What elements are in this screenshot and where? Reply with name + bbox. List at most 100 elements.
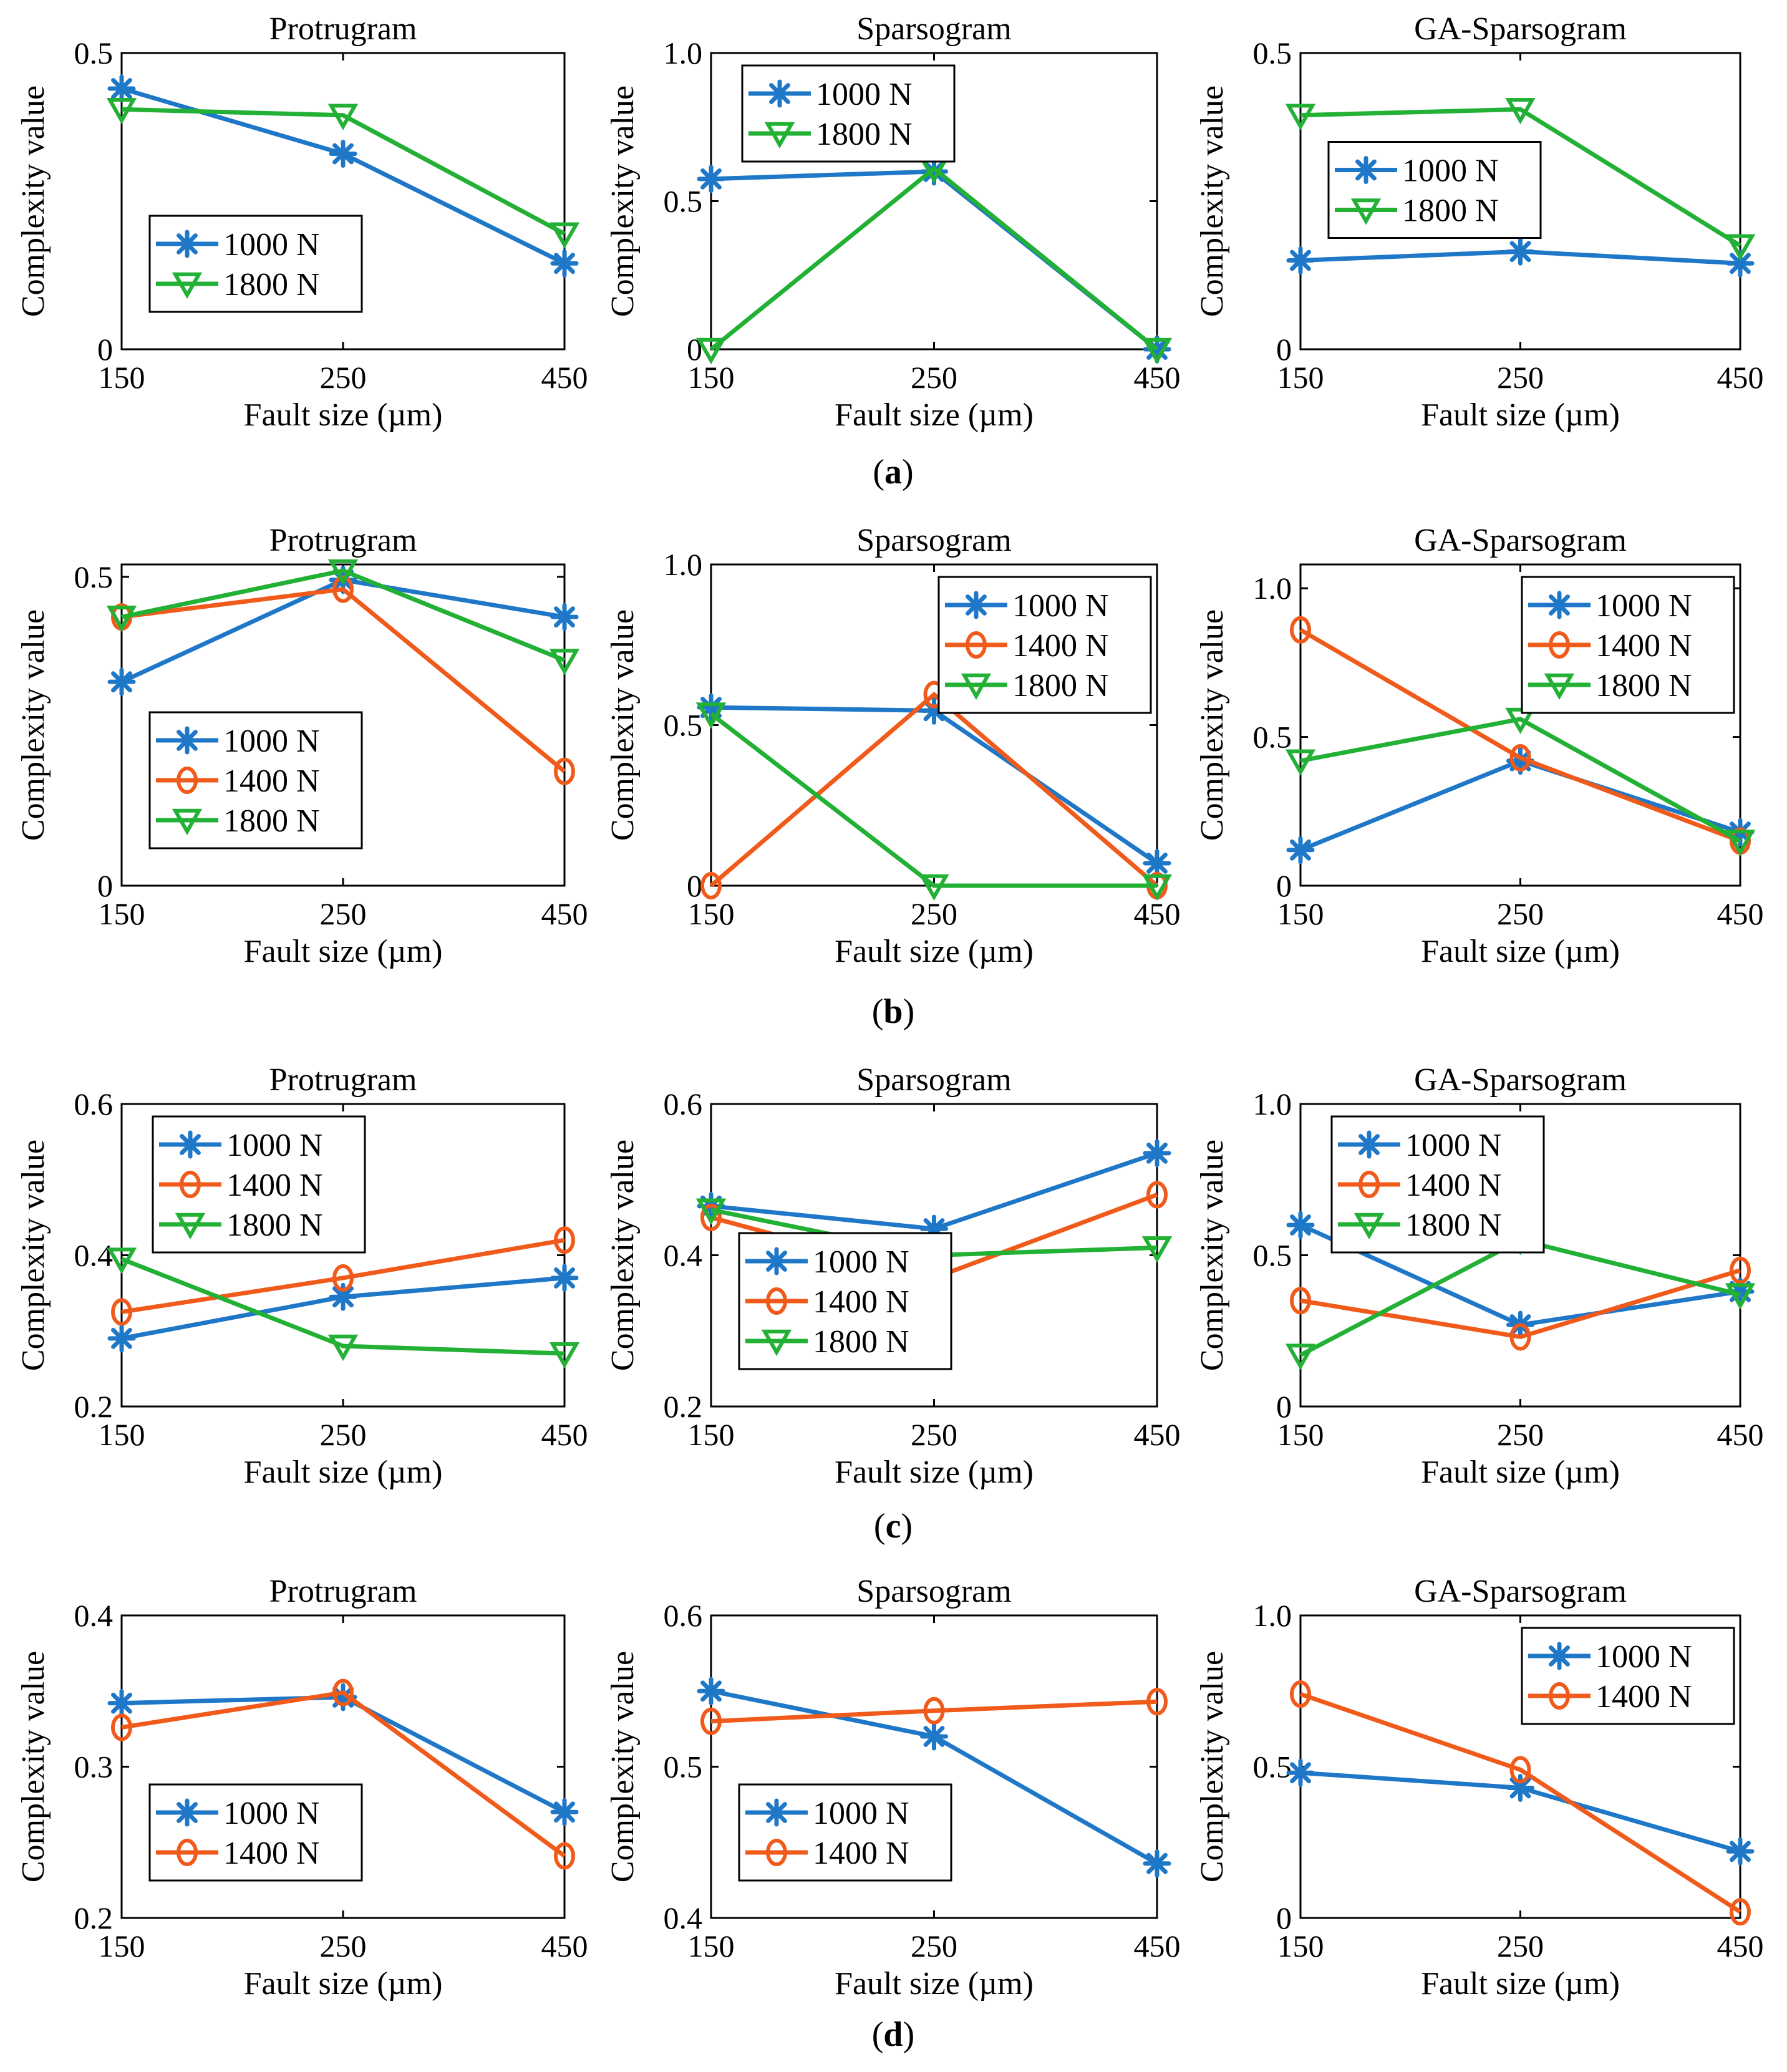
star-marker-stroke xyxy=(180,1134,201,1155)
legend-item: 1000 N xyxy=(745,1796,909,1831)
legend-label: 1000 N xyxy=(223,227,320,263)
circle-marker-shape xyxy=(766,1287,787,1315)
legend-label: 1000 N xyxy=(813,1796,909,1831)
y-axis-label: Complexity value xyxy=(16,85,51,317)
triangle-marker-shape xyxy=(1544,673,1575,700)
legend-label: 1000 N xyxy=(226,1128,323,1163)
y-tick-label: 0.5 xyxy=(1253,1238,1292,1273)
triangle-marker-shape xyxy=(327,1334,359,1362)
data-point xyxy=(549,1342,580,1369)
chart-title: GA-Sparsogram xyxy=(1414,11,1627,47)
x-tick-label: 450 xyxy=(1717,896,1764,931)
data-point xyxy=(1730,1898,1751,1926)
y-tick-label: 0.5 xyxy=(664,184,703,219)
circle-marker-shape xyxy=(1509,1756,1531,1784)
circle-marker-shape xyxy=(177,767,198,794)
legend: 1000 N 1800 N xyxy=(741,64,956,163)
y-axis-label: Complexity value xyxy=(1194,609,1230,841)
x-tick-label: 450 xyxy=(541,896,588,931)
x-tick-label: 450 xyxy=(1717,360,1764,395)
data-point xyxy=(1505,707,1536,735)
legend-marker xyxy=(180,1171,201,1198)
data-point xyxy=(1509,1756,1531,1784)
legend-label: 1400 N xyxy=(813,1836,909,1871)
x-axis-label: Fault size (µm) xyxy=(1421,934,1620,969)
legend-item: 1000 N xyxy=(1528,588,1692,624)
y-axis-label: Complexity value xyxy=(605,1651,641,1882)
legend: 1000 N 1800 N xyxy=(148,215,363,313)
data-point xyxy=(1286,1211,1315,1239)
legend-label: 1800 N xyxy=(1402,193,1499,229)
circle-marker-shape xyxy=(1358,1171,1380,1198)
legend-label: 1800 N xyxy=(223,803,320,839)
series-1800-n xyxy=(106,98,580,249)
series-1400-n xyxy=(1290,616,1751,855)
legend-marker xyxy=(762,1798,791,1827)
legend-label: 1800 N xyxy=(1405,1208,1502,1243)
triangle-marker-shape xyxy=(106,98,137,125)
data-point xyxy=(107,667,136,696)
legend-item: 1800 N xyxy=(1335,193,1499,229)
legend-marker xyxy=(764,122,795,149)
y-tick-label: 1.0 xyxy=(664,547,703,582)
legend-item: 1800 N xyxy=(748,117,913,152)
legend-marker xyxy=(1544,673,1575,700)
x-tick-label: 250 xyxy=(320,1417,367,1452)
legend-item: 1800 N xyxy=(159,1208,323,1243)
chart-title: Protrugram xyxy=(269,11,417,47)
x-tick-label: 250 xyxy=(911,896,957,931)
series-1000-n xyxy=(1286,1758,1755,1866)
star-marker-stroke xyxy=(769,83,790,104)
y-tick-label: 0.3 xyxy=(74,1750,114,1784)
x-axis-label: Fault size (µm) xyxy=(835,934,1034,969)
data-point xyxy=(1509,743,1531,772)
triangle-marker-shape xyxy=(961,673,992,700)
y-axis-label: Complexity value xyxy=(16,609,51,841)
legend-marker xyxy=(177,767,198,794)
series-line xyxy=(121,107,566,236)
triangle-marker-shape xyxy=(549,222,580,249)
circle-marker-shape xyxy=(1509,1323,1531,1351)
data-point xyxy=(1286,246,1315,274)
chart-title: Sparsogram xyxy=(856,11,1011,47)
legend-marker xyxy=(1549,631,1570,659)
data-point xyxy=(920,157,948,186)
legend-item: 1000 N xyxy=(1335,153,1499,189)
data-point xyxy=(1141,874,1173,901)
series-line xyxy=(1300,107,1741,248)
legend-item: 1000 N xyxy=(1528,1639,1692,1675)
star-marker-stroke xyxy=(332,143,354,165)
legend-item: 1400 N xyxy=(745,1284,909,1320)
series-1400-n xyxy=(1290,1680,1751,1926)
triangle-marker-shape xyxy=(1354,1213,1385,1240)
legend-marker xyxy=(762,1247,791,1276)
y-axis-label: Complexity value xyxy=(1194,85,1230,317)
y-tick-label: 0.4 xyxy=(74,1598,114,1633)
y-tick-label: 0.2 xyxy=(74,1900,114,1935)
chart-1-2: GA-Sparsogram 150 250 450 0 0.5 1.0 Fault size … xyxy=(1194,523,1764,969)
triangle-marker-shape xyxy=(106,605,137,632)
x-tick-label: 250 xyxy=(911,1929,957,1963)
legend-item: 1000 N xyxy=(1338,1128,1502,1163)
data-point xyxy=(700,1707,722,1735)
data-point xyxy=(697,165,725,193)
row-label-a: (a) xyxy=(873,453,913,491)
legend-marker xyxy=(175,1213,206,1240)
y-tick-label: 0.5 xyxy=(664,1750,703,1784)
y-axis-label: Complexity value xyxy=(16,1651,51,1882)
circle-marker-shape xyxy=(1146,1181,1168,1209)
circle-marker-shape xyxy=(966,631,987,659)
charts-container: Protrugram 150 250 450 0 0.5 Fault size (µm) Co… xyxy=(16,11,1764,2002)
triangle-marker-shape xyxy=(172,272,203,299)
legend-marker xyxy=(173,726,201,755)
star-marker-stroke xyxy=(923,1726,945,1747)
x-tick-label: 150 xyxy=(688,360,735,395)
legend: 1000 N 1400 N 1800 N xyxy=(148,711,363,850)
x-tick-label: 150 xyxy=(99,360,145,395)
chart-title: GA-Sparsogram xyxy=(1414,1574,1627,1609)
chart-0-1: Sparsogram 150 250 450 0 0.5 1.0 Fault size (µm… xyxy=(605,11,1181,433)
x-axis-label: Fault size (µm) xyxy=(244,1455,443,1490)
series-1400-n xyxy=(111,1226,575,1326)
circle-marker-shape xyxy=(700,1707,722,1735)
